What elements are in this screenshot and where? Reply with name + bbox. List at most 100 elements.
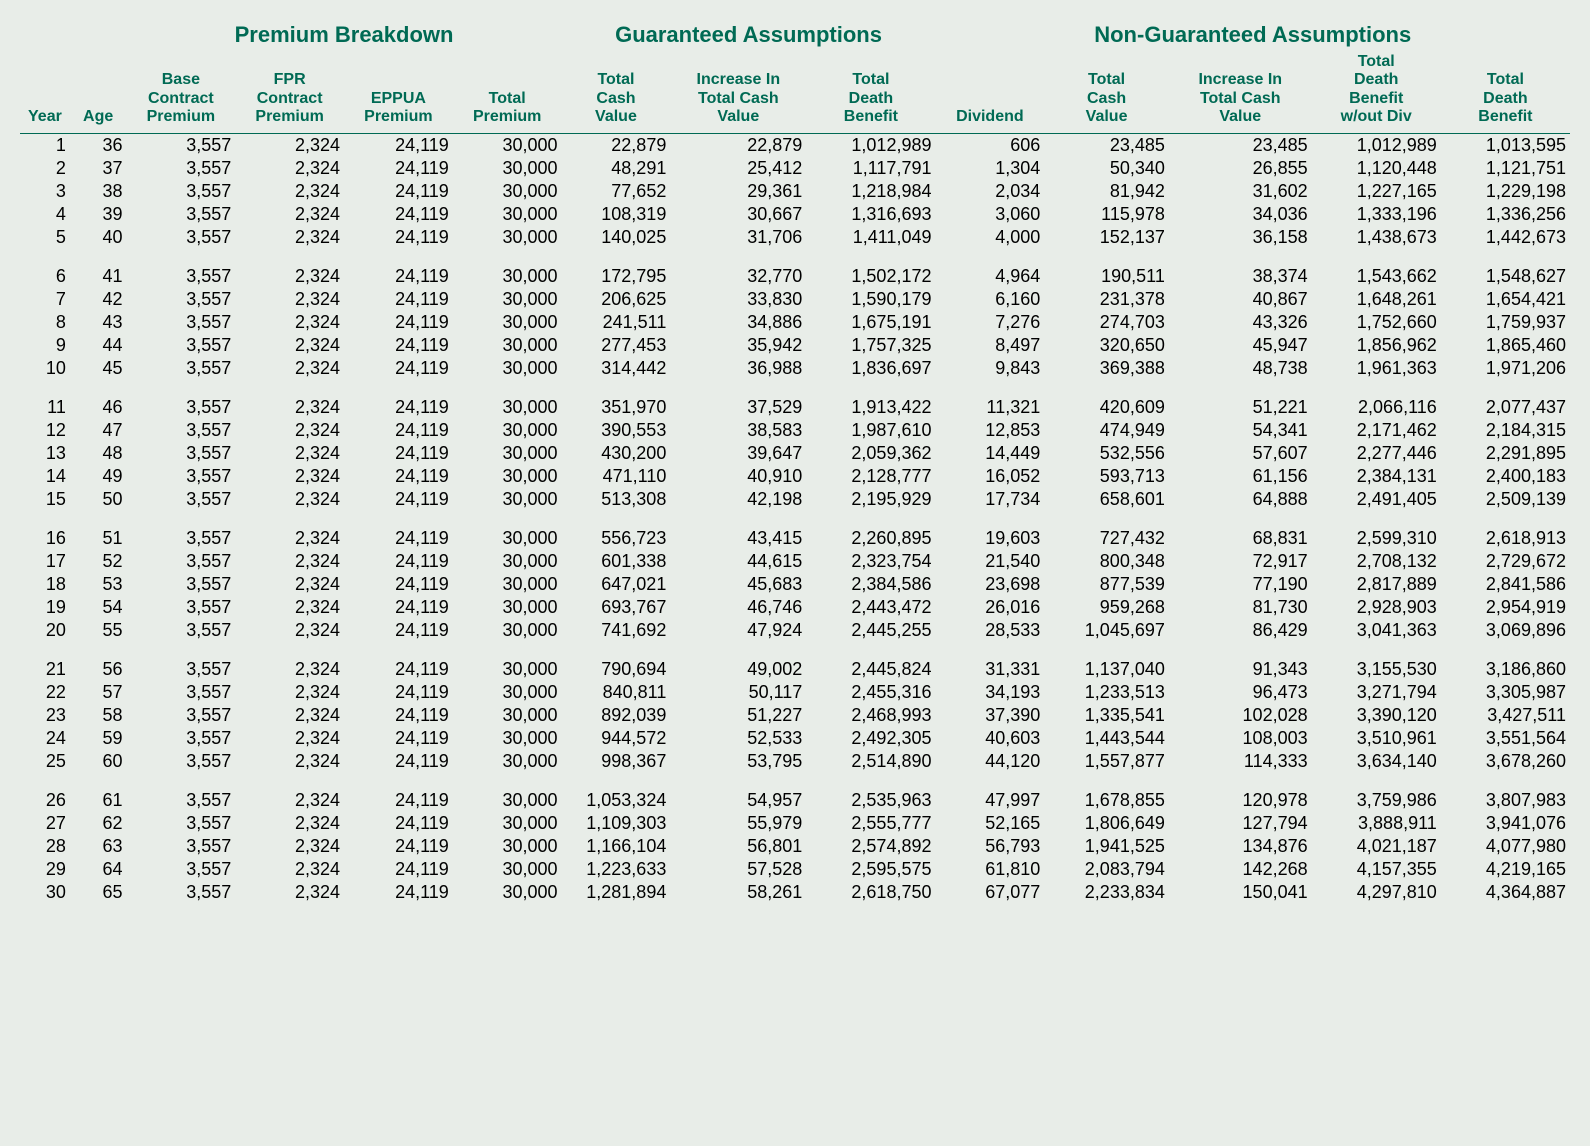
cell-year: 7 — [20, 288, 70, 311]
cell-age: 44 — [70, 334, 127, 357]
cell-fpr: 2,324 — [235, 288, 344, 311]
col-fpr: FPRContractPremium — [235, 52, 344, 133]
cell-tdb1: 2,618,750 — [806, 881, 935, 904]
cell-inc1: 57,528 — [670, 858, 806, 881]
cell-div: 12,853 — [935, 419, 1044, 442]
cell-eppua: 24,119 — [344, 357, 453, 380]
cell-div: 11,321 — [935, 396, 1044, 419]
cell-tcv2: 1,443,544 — [1044, 727, 1169, 750]
table-row: 1363,5572,32424,11930,00022,87922,8791,0… — [20, 133, 1570, 157]
cell-tdb2: 1,759,937 — [1441, 311, 1570, 334]
cell-div: 52,165 — [935, 812, 1044, 835]
cell-div: 67,077 — [935, 881, 1044, 904]
cell-tdb2: 4,364,887 — [1441, 881, 1570, 904]
cell-inc1: 53,795 — [670, 750, 806, 773]
table-header: Premium Breakdown Guaranteed Assumptions… — [20, 20, 1570, 133]
table-row: 24593,5572,32424,11930,000944,57252,5332… — [20, 727, 1570, 750]
cell-inc2: 102,028 — [1169, 704, 1312, 727]
cell-inc1: 38,583 — [670, 419, 806, 442]
cell-tdbwo: 3,041,363 — [1312, 619, 1441, 642]
cell-age: 56 — [70, 658, 127, 681]
cell-div: 56,793 — [935, 835, 1044, 858]
cell-tdbwo: 2,599,310 — [1312, 527, 1441, 550]
cell-base: 3,557 — [126, 550, 235, 573]
cell-age: 36 — [70, 133, 127, 157]
cell-tcv1: 390,553 — [562, 419, 671, 442]
cell-div: 7,276 — [935, 311, 1044, 334]
cell-eppua: 24,119 — [344, 858, 453, 881]
cell-inc1: 52,533 — [670, 727, 806, 750]
cell-year: 6 — [20, 265, 70, 288]
table-row: 20553,5572,32424,11930,000741,69247,9242… — [20, 619, 1570, 642]
cell-tprem: 30,000 — [453, 288, 562, 311]
table-row: 5403,5572,32424,11930,000140,02531,7061,… — [20, 226, 1570, 249]
cell-inc2: 34,036 — [1169, 203, 1312, 226]
cell-age: 47 — [70, 419, 127, 442]
cell-tdb1: 2,555,777 — [806, 812, 935, 835]
cell-tcv1: 277,453 — [562, 334, 671, 357]
cell-tdb2: 2,841,586 — [1441, 573, 1570, 596]
cell-tdbwo: 1,012,989 — [1312, 133, 1441, 157]
cell-base: 3,557 — [126, 881, 235, 904]
cell-base: 3,557 — [126, 396, 235, 419]
cell-eppua: 24,119 — [344, 619, 453, 642]
cell-div: 61,810 — [935, 858, 1044, 881]
cell-tdb2: 1,548,627 — [1441, 265, 1570, 288]
cell-inc2: 77,190 — [1169, 573, 1312, 596]
cell-year: 24 — [20, 727, 70, 750]
cell-tcv2: 727,432 — [1044, 527, 1169, 550]
cell-inc2: 72,917 — [1169, 550, 1312, 573]
cell-year: 12 — [20, 419, 70, 442]
cell-tprem: 30,000 — [453, 133, 562, 157]
cell-inc1: 44,615 — [670, 550, 806, 573]
cell-eppua: 24,119 — [344, 596, 453, 619]
cell-tdb1: 1,411,049 — [806, 226, 935, 249]
cell-tcv1: 314,442 — [562, 357, 671, 380]
cell-tdbwo: 2,066,116 — [1312, 396, 1441, 419]
cell-inc2: 120,978 — [1169, 789, 1312, 812]
cell-fpr: 2,324 — [235, 858, 344, 881]
cell-tprem: 30,000 — [453, 527, 562, 550]
group-header-premium: Premium Breakdown — [126, 20, 561, 52]
cell-year: 25 — [20, 750, 70, 773]
cell-fpr: 2,324 — [235, 311, 344, 334]
cell-inc2: 64,888 — [1169, 488, 1312, 511]
cell-base: 3,557 — [126, 226, 235, 249]
table-row: 6413,5572,32424,11930,000172,79532,7701,… — [20, 265, 1570, 288]
cell-tprem: 30,000 — [453, 334, 562, 357]
cell-inc2: 54,341 — [1169, 419, 1312, 442]
cell-eppua: 24,119 — [344, 789, 453, 812]
cell-inc2: 43,326 — [1169, 311, 1312, 334]
cell-age: 41 — [70, 265, 127, 288]
cell-fpr: 2,324 — [235, 681, 344, 704]
cell-eppua: 24,119 — [344, 881, 453, 904]
cell-tdb1: 2,445,824 — [806, 658, 935, 681]
cell-age: 43 — [70, 311, 127, 334]
group-header-guaranteed: Guaranteed Assumptions — [562, 20, 936, 52]
cell-tdb1: 2,445,255 — [806, 619, 935, 642]
cell-inc1: 40,910 — [670, 465, 806, 488]
cell-tdb1: 1,590,179 — [806, 288, 935, 311]
cell-tdb1: 2,059,362 — [806, 442, 935, 465]
cell-fpr: 2,324 — [235, 157, 344, 180]
col-div: Dividend — [935, 52, 1044, 133]
col-eppua: EPPUAPremium — [344, 52, 453, 133]
cell-div: 44,120 — [935, 750, 1044, 773]
cell-tdbwo: 3,271,794 — [1312, 681, 1441, 704]
cell-tcv1: 140,025 — [562, 226, 671, 249]
cell-inc2: 114,333 — [1169, 750, 1312, 773]
cell-base: 3,557 — [126, 596, 235, 619]
cell-year: 28 — [20, 835, 70, 858]
cell-inc2: 45,947 — [1169, 334, 1312, 357]
table-row: 29643,5572,32424,11930,0001,223,63357,52… — [20, 858, 1570, 881]
cell-tcv2: 1,335,541 — [1044, 704, 1169, 727]
cell-inc1: 31,706 — [670, 226, 806, 249]
cell-div: 23,698 — [935, 573, 1044, 596]
cell-tdbwo: 2,928,903 — [1312, 596, 1441, 619]
cell-tdbwo: 3,759,986 — [1312, 789, 1441, 812]
cell-eppua: 24,119 — [344, 488, 453, 511]
cell-tcv1: 790,694 — [562, 658, 671, 681]
cell-year: 5 — [20, 226, 70, 249]
cell-inc2: 127,794 — [1169, 812, 1312, 835]
cell-inc1: 25,412 — [670, 157, 806, 180]
